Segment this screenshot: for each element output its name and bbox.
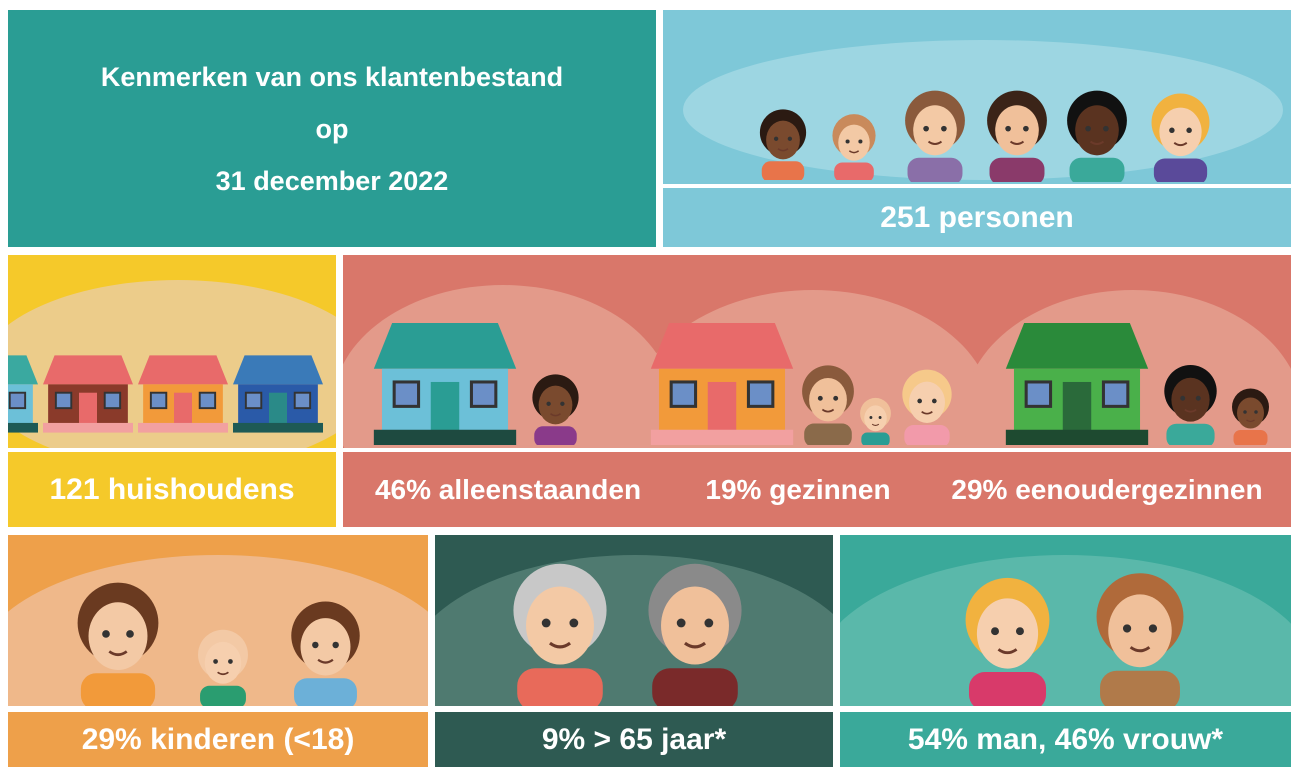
children-label: 29% kinderen (<18) [8, 712, 428, 767]
seniors-illustration [435, 535, 833, 706]
house-icon [43, 355, 133, 433]
household-type-label: 29% eenoudergezinnen [951, 473, 1263, 505]
person-icon [646, 562, 744, 706]
household-type-label: 19% gezinnen [705, 473, 891, 505]
house-icon [372, 323, 518, 445]
title: Kenmerken van ons klantenbestand op 31 d… [101, 51, 563, 207]
house-icon [233, 355, 323, 433]
backdrop [840, 555, 1291, 706]
person-icon [801, 364, 855, 445]
person-icon [1095, 571, 1185, 706]
person-icon [1231, 387, 1270, 445]
house-icon [649, 323, 795, 445]
person-icon [1065, 89, 1129, 182]
title-line: 31 december 2022 [215, 165, 449, 196]
person-icon [903, 89, 967, 182]
children-illustration [8, 535, 428, 706]
illustration [343, 285, 1291, 448]
person-icon [1150, 92, 1211, 182]
person-icon [901, 368, 953, 445]
illustration [683, 40, 1283, 182]
person-icon [76, 581, 160, 706]
person-icon [859, 397, 892, 445]
title-line: Kenmerken van ons klantenbestand [100, 61, 564, 92]
person-icon [1163, 364, 1218, 445]
illustration [435, 555, 833, 706]
person-icon [964, 576, 1051, 706]
person-icon [197, 628, 249, 706]
house-icon [138, 355, 228, 433]
illustration [840, 555, 1291, 706]
person-icon [290, 600, 361, 706]
illustration [8, 280, 336, 448]
persons-illustration [663, 10, 1291, 184]
title-panel: Kenmerken van ons klantenbestand op 31 d… [8, 10, 656, 247]
person-icon [831, 113, 877, 180]
title-line: op [315, 113, 349, 144]
household-types-band: 46% alleenstaanden 19% gezinnen 29% eeno… [343, 452, 1291, 527]
seniors-label: 9% > 65 jaar* [435, 712, 833, 767]
illustration [8, 555, 428, 706]
gender-label: 54% man, 46% vrouw* [840, 712, 1291, 767]
backdrop [683, 40, 1283, 180]
person-icon [985, 89, 1049, 182]
person-icon [759, 108, 807, 180]
household-type-label: 46% alleenstaanden [374, 473, 642, 505]
person-icon [531, 373, 580, 445]
household-types-illustration [343, 255, 1291, 448]
house-icon [1004, 323, 1150, 445]
households-illustration [8, 255, 336, 448]
backdrop [435, 555, 833, 706]
gender-illustration [840, 535, 1291, 706]
persons-label: 251 personen [663, 188, 1291, 247]
person-icon [511, 562, 609, 706]
households-label: 121 huishoudens [8, 452, 336, 527]
